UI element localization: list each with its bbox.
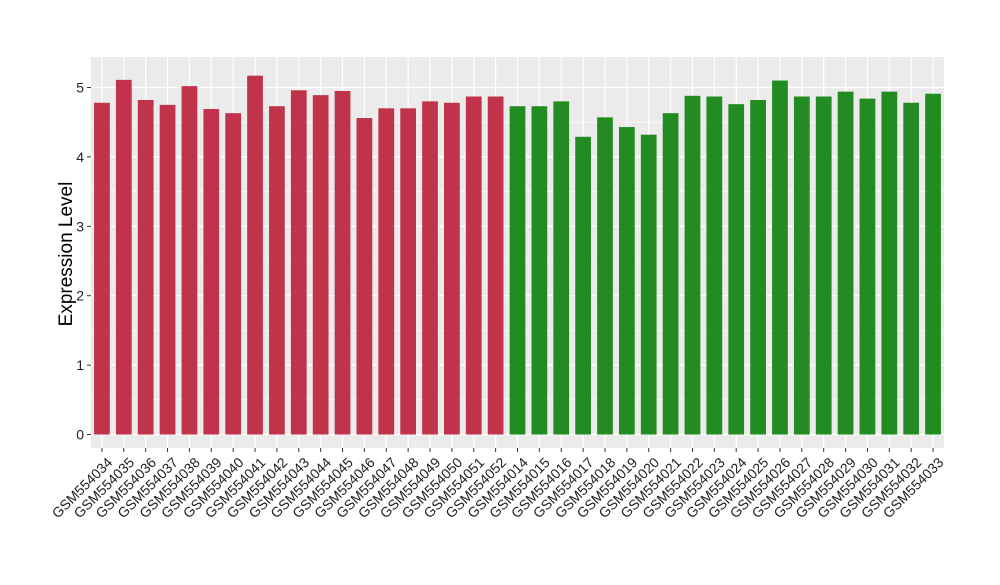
bar (509, 106, 526, 435)
bar (881, 91, 898, 435)
bar (925, 93, 941, 435)
bar (859, 98, 876, 435)
bar (312, 95, 329, 435)
bar (400, 108, 417, 435)
y-tick-label: 0 (76, 427, 84, 443)
y-tick-label: 2 (76, 288, 84, 304)
bar (618, 127, 635, 435)
bar (684, 95, 701, 435)
bar (597, 117, 613, 435)
bar (531, 106, 548, 435)
bar (247, 75, 263, 435)
y-axis: 0 1 2 3 4 5 (76, 80, 91, 443)
y-tick-label: 5 (76, 80, 84, 96)
bar (815, 96, 832, 435)
bars (94, 75, 941, 435)
bar (487, 96, 504, 435)
bar (750, 99, 766, 435)
bar (159, 104, 176, 435)
bar (378, 108, 395, 435)
bar (203, 109, 220, 435)
bar (94, 102, 110, 435)
x-axis: GSM554034GSM554035GSM554036GSM554037GSM5… (49, 448, 947, 521)
bar (903, 102, 920, 435)
bar (181, 86, 198, 435)
bar (137, 99, 154, 435)
y-tick-label: 1 (76, 357, 84, 373)
bar (290, 90, 307, 435)
bar (706, 96, 723, 435)
bar (640, 134, 657, 435)
bar (553, 101, 570, 435)
bar (356, 118, 373, 435)
bar (465, 96, 482, 435)
y-tick-label: 3 (76, 218, 84, 234)
bar (444, 102, 460, 435)
bar (575, 136, 591, 435)
y-axis-label: Expression Level (56, 182, 77, 327)
bar (422, 101, 438, 435)
bar (728, 104, 745, 435)
bar (772, 80, 788, 435)
bar (837, 91, 854, 435)
y-tick-label: 4 (76, 149, 84, 165)
bar (115, 79, 132, 435)
bar (334, 90, 351, 435)
bar (269, 106, 285, 435)
bar (793, 96, 810, 435)
bar (225, 113, 242, 435)
bar (662, 113, 679, 435)
